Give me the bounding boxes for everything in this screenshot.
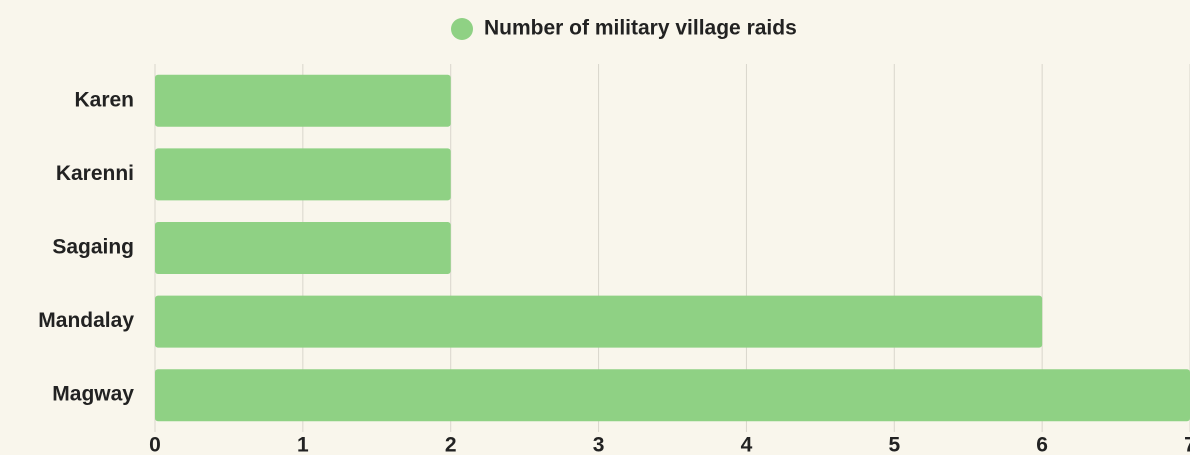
- y-tick-label: Sagaing: [52, 236, 134, 259]
- bar: [155, 148, 451, 201]
- x-tick-label: 3: [593, 434, 605, 455]
- y-tick-label: Karen: [74, 88, 134, 111]
- x-tick-label: 4: [741, 434, 753, 455]
- bar: [155, 74, 451, 127]
- x-tick-label: 6: [1036, 434, 1048, 455]
- y-tick-label: Karenni: [56, 162, 134, 185]
- legend-swatch: [451, 18, 473, 40]
- x-tick-label: 1: [297, 434, 309, 455]
- y-tick-label: Mandalay: [38, 309, 134, 332]
- legend-label: Number of military village raids: [484, 17, 797, 40]
- bar: [155, 369, 1190, 422]
- bar: [155, 222, 451, 274]
- x-tick-label: 0: [149, 434, 161, 455]
- x-tick-label: 2: [445, 434, 457, 455]
- bar: [155, 295, 1043, 348]
- x-tick-label: 5: [888, 434, 900, 455]
- x-tick-label: 7: [1184, 434, 1190, 455]
- y-tick-label: Magway: [52, 383, 134, 406]
